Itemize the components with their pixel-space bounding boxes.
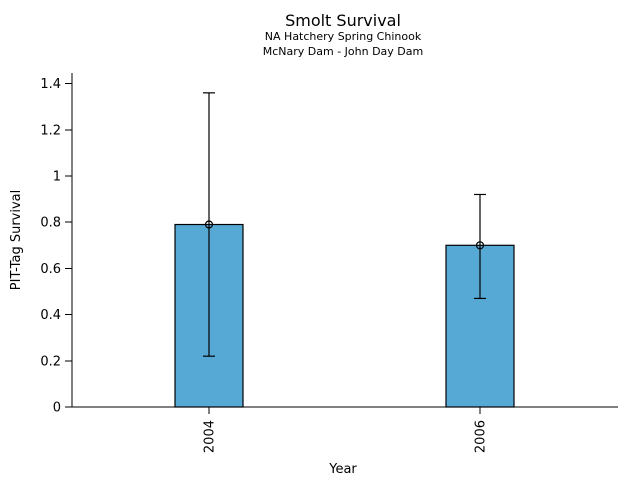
y-axis-label: PIT-Tag Survival	[9, 190, 24, 290]
x-tick-label-2004: 2004	[203, 420, 218, 453]
x-axis-label: Year	[328, 462, 357, 477]
point-marker-2006	[475, 241, 485, 250]
chart-title: Smolt Survival	[285, 11, 401, 30]
plot-layer: 2004 2006 0 0.2 0.4 0.6 0.8 1 1.2 1.4	[40, 73, 618, 453]
y-tick-label-1.2: 1.2	[40, 123, 61, 138]
y-tick-label-1: 1	[53, 170, 61, 185]
y-tick-label-1.4: 1.4	[40, 77, 61, 92]
y-tick-label-0.6: 0.6	[40, 262, 61, 277]
chart-subtitle-1: NA Hatchery Spring Chinook	[265, 30, 422, 43]
y-tick-label-0.4: 0.4	[40, 308, 61, 323]
y-tick-label-0: 0	[53, 401, 61, 416]
x-tick-label-2006: 2006	[474, 420, 489, 453]
chart-subtitle-2: McNary Dam - John Day Dam	[263, 45, 423, 58]
point-marker-2004	[204, 220, 214, 229]
y-tick-label-0.8: 0.8	[40, 216, 61, 231]
y-tick-label-0.2: 0.2	[40, 354, 61, 369]
